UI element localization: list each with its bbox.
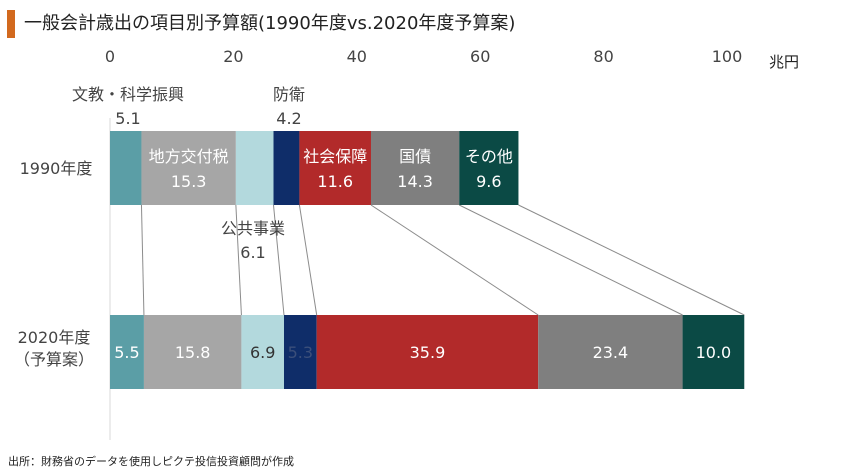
data-label: 14.3 [397, 172, 433, 191]
bar-segment [110, 131, 142, 205]
bar-segment [682, 315, 745, 389]
data-label: 23.4 [593, 343, 629, 362]
x-tick-label: 80 [593, 47, 613, 66]
bar-segment [110, 315, 144, 389]
data-label: 10.0 [696, 343, 732, 362]
category-label: 1990年度 [20, 159, 93, 178]
bar-segment [316, 315, 539, 389]
data-label: 6.1 [240, 243, 265, 262]
data-label: 5.1 [115, 109, 140, 128]
connector-line [518, 204, 745, 316]
bar-segment [299, 131, 371, 205]
bar-segment [538, 315, 683, 389]
chart-title: 一般会計歳出の項目別予算額(1990年度vs.2020年度予算案) [24, 13, 516, 34]
connector-line [370, 204, 539, 316]
category-label: 2020年度 （予算案） [14, 328, 94, 369]
x-tick-label: 0 [105, 47, 115, 66]
series-name-label: その他 [465, 147, 513, 166]
data-label: 6.9 [250, 343, 275, 362]
connector-line [273, 204, 285, 316]
series-name-label: 文教・科学振興 [72, 85, 184, 104]
x-tick-label: 20 [223, 47, 243, 66]
bar-segment [459, 131, 519, 205]
data-label: 9.6 [476, 172, 501, 191]
series-name-label: 防衛 [273, 85, 305, 104]
bar-segment [141, 131, 236, 205]
series-name-label: 公共事業 [221, 219, 285, 238]
connector-line [235, 204, 242, 316]
category-label-line: （予算案） [14, 350, 94, 369]
x-tick-label: 40 [347, 47, 367, 66]
data-label: 5.5 [114, 343, 139, 362]
data-label: 4.2 [276, 109, 301, 128]
data-label: 5.3 [288, 343, 313, 362]
data-label: 35.9 [410, 343, 446, 362]
unit-label: 兆円 [769, 53, 799, 71]
bar-segment [235, 131, 274, 205]
x-tick-label: 100 [712, 47, 743, 66]
data-label: 15.3 [171, 172, 207, 191]
bar-segment [370, 131, 460, 205]
bar-segment [143, 315, 242, 389]
data-label: 11.6 [317, 172, 353, 191]
bar-segment [273, 131, 300, 205]
connector-line [140, 204, 145, 316]
series-name-label: 社会保障 [303, 147, 367, 166]
data-label: 15.8 [175, 343, 211, 362]
connector-line [298, 204, 318, 316]
title-accent-bar [7, 10, 15, 38]
bar-segment [241, 315, 284, 389]
category-label-line: 2020年度 [18, 328, 91, 347]
series-name-label: 国債 [399, 147, 431, 166]
x-tick-label: 60 [470, 47, 490, 66]
connector-line [459, 204, 683, 316]
bar-segment [283, 315, 317, 389]
source-note: 出所：財務省のデータを使用しピクテ投信投資顧問が作成 [8, 455, 294, 468]
series-name-label: 地方交付税 [149, 147, 229, 166]
